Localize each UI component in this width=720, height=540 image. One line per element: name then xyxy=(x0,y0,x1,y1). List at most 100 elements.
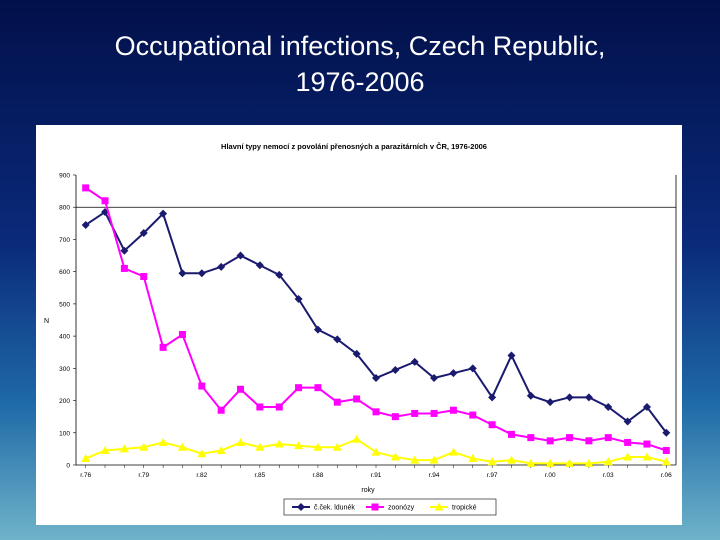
y-tick-label: 500 xyxy=(59,301,70,308)
data-point xyxy=(178,269,187,278)
data-point xyxy=(662,428,671,437)
data-point xyxy=(468,454,478,463)
series-diamond xyxy=(81,208,671,437)
y-tick-label: 100 xyxy=(59,430,70,437)
data-point xyxy=(314,384,322,392)
data-point xyxy=(372,374,380,382)
data-point xyxy=(506,455,516,464)
data-point xyxy=(391,413,399,421)
data-point xyxy=(100,446,110,454)
x-tick-label: r.97 xyxy=(487,472,498,479)
slide-title-line2: 1976-2006 xyxy=(295,67,425,97)
data-point xyxy=(372,408,380,416)
data-point xyxy=(624,438,632,446)
data-point xyxy=(546,398,555,407)
data-point xyxy=(120,246,129,255)
chart-panel: Hlavní typy nemocí z povolání přenosných… xyxy=(36,125,682,525)
data-point xyxy=(642,452,652,461)
data-point xyxy=(295,384,303,392)
data-point xyxy=(217,406,225,414)
chart-title: Hlavní typy nemocí z povolání přenosných… xyxy=(221,142,487,151)
data-point xyxy=(81,454,91,463)
data-point xyxy=(565,458,575,467)
data-point xyxy=(487,457,497,466)
series-triangle xyxy=(81,434,671,467)
x-tick-label: r.76 xyxy=(80,472,91,479)
data-point xyxy=(197,449,207,458)
x-tick-label: r.06 xyxy=(661,472,672,479)
data-point xyxy=(545,458,555,467)
data-point xyxy=(158,437,168,446)
data-point xyxy=(603,457,613,466)
x-tick-label: r.03 xyxy=(603,472,614,479)
data-point xyxy=(333,398,341,406)
data-point xyxy=(604,434,612,442)
data-point xyxy=(584,393,593,402)
data-point xyxy=(430,374,439,382)
y-tick-label: 700 xyxy=(59,237,70,244)
data-point xyxy=(623,417,632,426)
data-point xyxy=(256,403,264,411)
data-point xyxy=(449,406,457,414)
data-point xyxy=(661,457,671,466)
data-point xyxy=(410,357,419,366)
data-point xyxy=(623,452,633,461)
y-tick-label: 300 xyxy=(59,366,70,373)
y-tick-label: 600 xyxy=(59,269,70,276)
y-axis-label: N xyxy=(44,318,49,325)
y-tick-label: 400 xyxy=(59,334,70,341)
data-point xyxy=(119,444,129,453)
data-point xyxy=(255,442,265,451)
data-point xyxy=(352,349,361,358)
data-point xyxy=(566,434,574,442)
data-point xyxy=(275,403,283,411)
data-point xyxy=(313,325,322,334)
data-point xyxy=(527,434,535,442)
data-point xyxy=(411,409,419,417)
chart-legend: č.ček. ldunék zoonózy tropické xyxy=(283,498,497,516)
data-point xyxy=(371,447,381,456)
data-point xyxy=(159,343,167,351)
data-point xyxy=(391,365,400,374)
data-point xyxy=(430,409,438,417)
data-point xyxy=(332,442,342,451)
data-point xyxy=(488,421,496,429)
data-point xyxy=(371,503,379,511)
data-point xyxy=(82,184,90,192)
x-tick-label: r.94 xyxy=(429,472,440,479)
data-point xyxy=(297,503,305,511)
data-point xyxy=(390,452,400,461)
legend-label: tropické xyxy=(452,505,477,512)
data-point xyxy=(526,391,535,400)
data-point xyxy=(353,395,361,403)
data-point xyxy=(642,403,651,411)
data-point xyxy=(313,442,323,451)
data-point xyxy=(507,430,515,438)
legend-label: č.ček. ldunék xyxy=(314,505,355,512)
data-point xyxy=(488,393,497,402)
data-point xyxy=(274,439,284,448)
data-point xyxy=(546,437,554,445)
series-line xyxy=(85,210,668,434)
y-tick-label: 0 xyxy=(66,463,70,470)
data-point xyxy=(237,385,245,393)
slide-title: Occupational infections, Czech Republic,… xyxy=(0,28,720,100)
data-point xyxy=(198,382,206,390)
data-point xyxy=(216,446,226,454)
slide-title-line1: Occupational infections, Czech Republic, xyxy=(114,31,606,61)
data-point xyxy=(294,441,304,450)
data-point xyxy=(255,261,264,270)
data-point xyxy=(643,440,651,448)
data-point xyxy=(101,197,109,205)
y-tick-label: 800 xyxy=(59,205,70,212)
data-point xyxy=(275,270,284,279)
chart-plot-area xyxy=(81,184,671,467)
data-point xyxy=(352,434,362,443)
data-point xyxy=(507,351,516,360)
x-tick-label: r.00 xyxy=(545,472,556,479)
data-point xyxy=(236,437,246,446)
data-point xyxy=(159,209,168,218)
data-point xyxy=(333,335,342,344)
data-point xyxy=(410,455,420,464)
legend-box xyxy=(283,498,497,516)
